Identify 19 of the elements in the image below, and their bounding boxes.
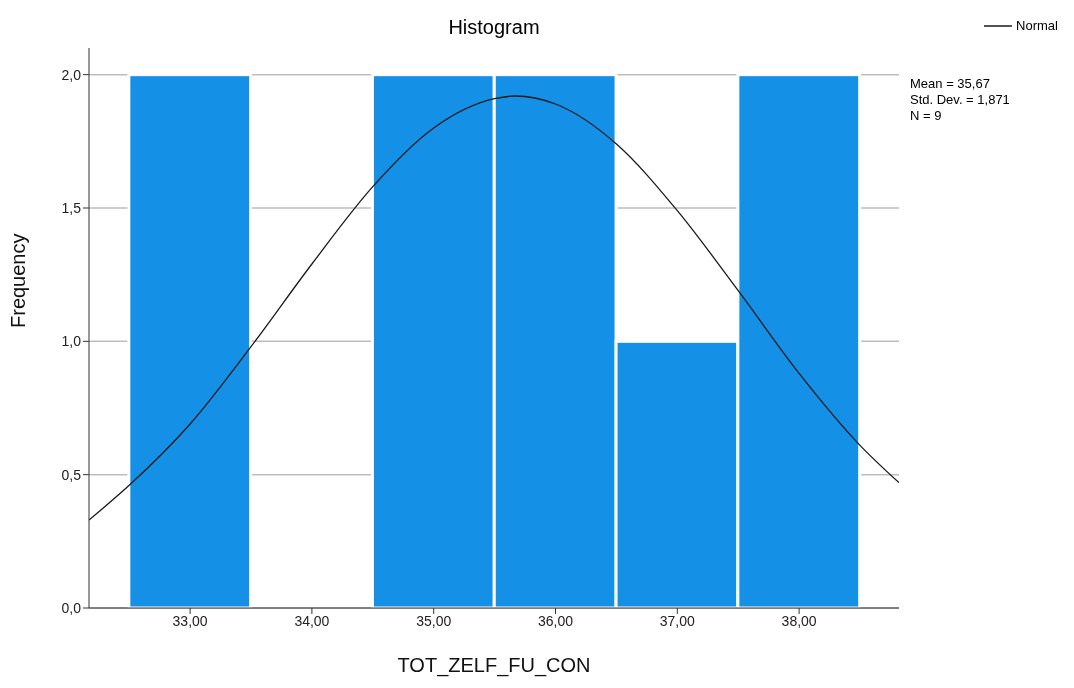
- x-tick-label: 35,00: [416, 612, 452, 629]
- x-tick-label: 34,00: [294, 612, 330, 629]
- line-series: [89, 95, 899, 521]
- x-tick-label: 37,00: [659, 612, 696, 629]
- y-tick-label: 2,0: [61, 66, 82, 83]
- y-tick-label: 0,5: [61, 466, 82, 483]
- x-tick-label: 36,00: [537, 612, 574, 629]
- legend-label: Normal: [1016, 18, 1058, 33]
- y-tick-label: 0,0: [61, 599, 82, 616]
- text: Std. Dev. = 1,871: [910, 92, 1010, 108]
- x-axis-title: TOT_ZELF_FU_CON: [397, 654, 591, 677]
- text: N = 9: [910, 108, 943, 124]
- chart-title: Histogram: [447, 16, 541, 39]
- y-tick-label: 1,5: [61, 199, 82, 216]
- x-tick-label: 33,00: [172, 612, 208, 629]
- y-tick-label: 1,0: [61, 333, 82, 350]
- y-axis-title: Frequency: [7, 233, 30, 328]
- text: Mean = 35,67: [910, 76, 991, 92]
- x-tick-label: 38,00: [781, 612, 817, 629]
